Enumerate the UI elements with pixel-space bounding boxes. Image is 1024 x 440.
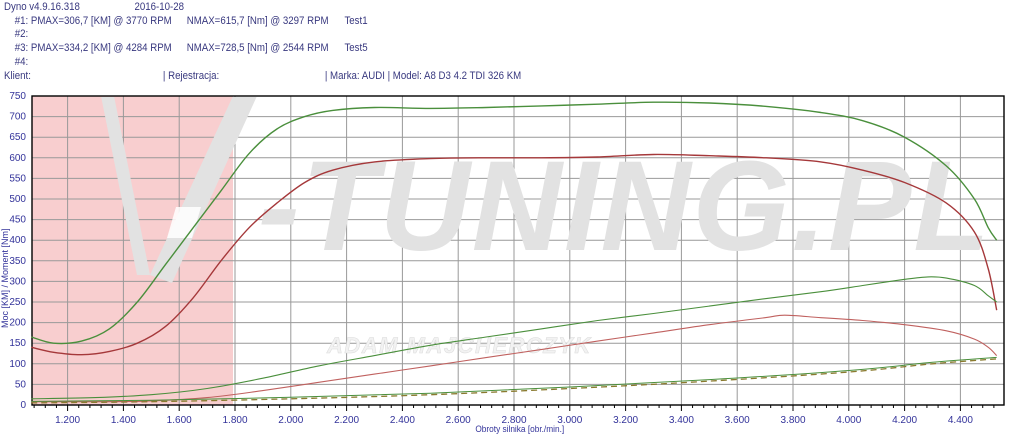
- svg-text:550: 550: [9, 173, 26, 184]
- svg-text:250: 250: [9, 297, 26, 308]
- svg-text:100: 100: [9, 359, 26, 370]
- svg-text:700: 700: [9, 112, 26, 123]
- svg-text:4.000: 4.000: [836, 415, 861, 426]
- svg-text:50: 50: [15, 379, 27, 390]
- svg-text:150: 150: [9, 338, 26, 349]
- svg-text:ADAM MAJCHERCZYK: ADAM MAJCHERCZYK: [326, 333, 592, 358]
- svg-text:3.000: 3.000: [557, 415, 582, 426]
- svg-text:500: 500: [9, 194, 26, 205]
- svg-text:2.400: 2.400: [390, 415, 415, 426]
- svg-text:350: 350: [9, 256, 26, 267]
- svg-text:450: 450: [9, 215, 26, 226]
- svg-text:750: 750: [9, 91, 26, 102]
- svg-text:300: 300: [9, 276, 26, 287]
- svg-text:1.400: 1.400: [111, 415, 136, 426]
- svg-text:3.200: 3.200: [613, 415, 638, 426]
- svg-text:3.600: 3.600: [725, 415, 750, 426]
- svg-text:600: 600: [9, 153, 26, 164]
- svg-text:650: 650: [9, 132, 26, 143]
- svg-text:2.200: 2.200: [334, 415, 359, 426]
- svg-text:200: 200: [9, 318, 26, 329]
- svg-text:2.600: 2.600: [446, 415, 471, 426]
- svg-text:1.800: 1.800: [222, 415, 247, 426]
- svg-text:400: 400: [9, 235, 26, 246]
- svg-text:0: 0: [20, 400, 26, 411]
- svg-text:4.200: 4.200: [892, 415, 917, 426]
- svg-text:3.400: 3.400: [669, 415, 694, 426]
- svg-text:4.400: 4.400: [948, 415, 973, 426]
- svg-text:1.600: 1.600: [167, 415, 192, 426]
- svg-text:2.800: 2.800: [501, 415, 526, 426]
- svg-text:1.200: 1.200: [55, 415, 80, 426]
- svg-text:3.800: 3.800: [780, 415, 805, 426]
- svg-text:2.000: 2.000: [278, 415, 303, 426]
